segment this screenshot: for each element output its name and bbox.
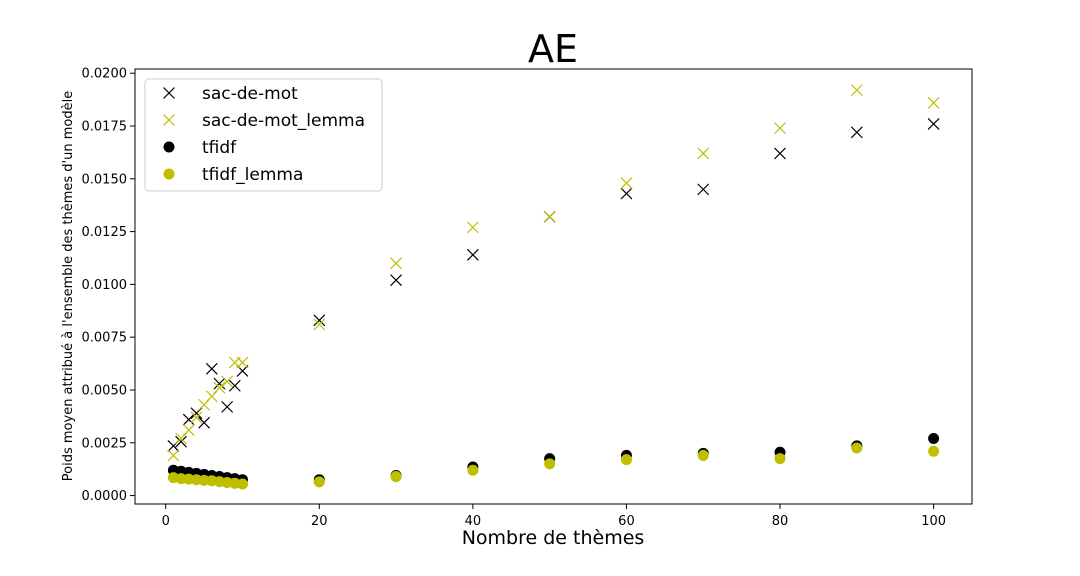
data-point [850,84,863,97]
data-point [390,257,403,270]
series-tfidf [167,433,940,486]
series-tfidf_lemma [167,442,940,490]
x-axis-label: Nombre de thèmes [462,527,645,549]
data-point [928,445,940,457]
legend-marker [163,168,175,180]
data-point [774,147,786,160]
data-point [228,379,241,392]
legend-marker [163,141,175,153]
x-tick-label: 40 [465,514,482,529]
series-sac-de-mot [167,117,940,452]
data-point [221,375,234,388]
y-tick-label: 0.0100 [82,278,128,293]
plot-frame [134,68,973,505]
data-point [928,433,940,445]
y-tick-label: 0.0125 [82,225,128,240]
data-point [774,453,786,465]
data-point [198,416,211,429]
y-tick-label: 0.0025 [82,436,128,451]
y-axis: 0.0000 0.0025 0.0050 0.0075 0.0100 0.0125 0.01… [82,67,135,504]
legend-label: sac-de-mot_lemma [202,111,365,131]
legend-label: tfidf_lemma [202,165,303,185]
data-point [467,464,479,476]
series-sac-de-mot_lemma [167,84,940,462]
y-tick-label: 0.0175 [82,120,128,135]
x-tick-label: 60 [618,514,635,529]
y-tick-label: 0.0050 [82,383,128,398]
legend-marker [163,114,175,126]
data-point [205,362,218,375]
data-point [543,210,556,223]
data-point [466,248,479,261]
data-point [544,458,556,470]
data-point [313,314,326,327]
y-tick-label: 0.0000 [82,489,128,504]
y-axis-label: Poids moyen attribué à l'ensemble des th… [61,91,76,481]
chart-title: AE [528,27,578,71]
y-tick-label: 0.0150 [82,172,128,187]
plot-area [167,84,940,490]
legend-marker [163,87,175,99]
legend-box [144,78,383,192]
data-point [620,454,632,466]
data-point [313,318,326,331]
x-tick-label: 80 [772,514,789,529]
data-point [213,381,226,394]
data-point [390,274,403,287]
legend-label: tfidf [202,138,237,158]
data-point [850,126,863,139]
data-point [390,471,402,483]
data-point [697,147,710,160]
x-axis: 0 20 40 60 80 100 [162,504,946,529]
data-point [620,187,633,200]
data-point [466,221,479,234]
data-point [236,356,249,369]
data-point [221,400,234,413]
data-point [182,424,195,437]
data-point [927,117,940,130]
y-tick-label: 0.0075 [82,331,128,346]
data-point [620,177,633,189]
data-point [927,96,940,109]
data-point [313,476,325,488]
legend-label: sac-de-mot [202,84,298,104]
x-tick-label: 100 [921,514,946,529]
data-point [697,183,710,196]
data-point [237,478,249,490]
data-point [774,122,786,135]
data-point [190,411,203,424]
x-tick-label: 20 [311,514,328,529]
data-point [851,442,863,454]
data-point [213,377,226,390]
data-point [167,449,180,462]
data-point [697,449,709,461]
data-point [182,413,195,426]
x-tick-label: 0 [162,514,170,529]
data-point [175,435,187,448]
y-tick-label: 0.0200 [82,67,128,82]
